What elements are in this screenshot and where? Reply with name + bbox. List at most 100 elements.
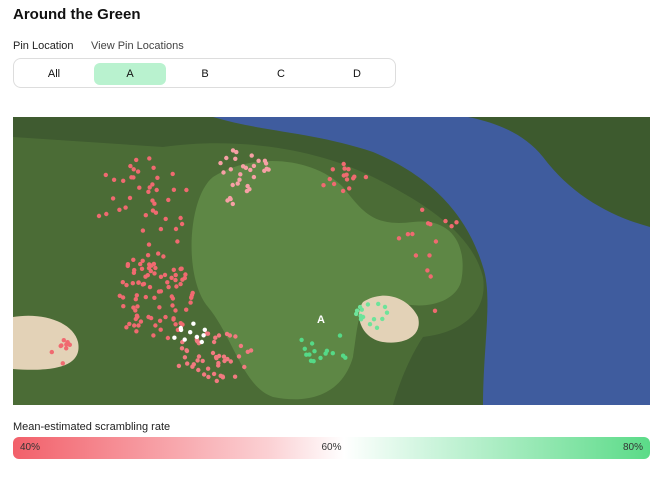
shot-dot xyxy=(337,333,343,338)
shot-dot xyxy=(130,281,135,286)
shot-dot xyxy=(133,316,138,322)
shot-dot xyxy=(178,266,183,272)
shot-dot xyxy=(396,236,402,241)
shot-dot xyxy=(174,284,179,289)
shot-dot xyxy=(103,172,109,178)
shot-dot xyxy=(454,220,459,225)
shot-dot xyxy=(233,334,238,339)
shot-dot xyxy=(221,354,227,359)
shot-dot xyxy=(236,354,242,359)
shot-dot xyxy=(249,153,254,158)
shot-dot xyxy=(340,188,346,194)
shot-dot xyxy=(238,172,243,177)
shot-dot xyxy=(342,166,347,171)
shot-dot xyxy=(230,201,235,207)
shot-dot xyxy=(131,167,136,172)
shot-dot xyxy=(213,354,219,360)
shot-dot xyxy=(233,156,238,161)
shot-dot xyxy=(184,307,189,312)
shot-dot xyxy=(147,156,152,161)
shot-dot xyxy=(245,349,250,354)
shot-dot xyxy=(134,329,139,334)
shot-dot xyxy=(234,149,239,155)
shot-dot xyxy=(230,148,236,153)
shot-dot xyxy=(137,185,142,190)
shot-dot xyxy=(173,272,178,278)
shot-dot xyxy=(308,358,314,363)
pin-marker: A xyxy=(317,314,325,326)
shot-dot xyxy=(64,346,69,351)
shot-dot xyxy=(165,335,171,341)
pin-link[interactable]: View Pin Locations xyxy=(91,40,184,52)
shot-dot xyxy=(135,169,141,174)
shot-dot xyxy=(179,346,185,351)
shot-dot xyxy=(143,294,148,300)
legend-tick: 60% xyxy=(321,442,342,453)
shot-dot xyxy=(365,302,371,307)
shot-dot xyxy=(194,334,200,340)
shot-dot xyxy=(213,335,218,340)
shot-dot xyxy=(169,275,174,280)
shot-dot xyxy=(376,301,381,307)
shot-dot xyxy=(132,323,137,328)
shot-dot xyxy=(173,308,178,313)
shot-dot xyxy=(331,181,337,187)
shot-dot xyxy=(171,187,177,192)
shot-dot xyxy=(136,280,141,285)
shot-dot xyxy=(151,333,156,338)
shot-dot xyxy=(359,307,364,312)
shot-dot xyxy=(211,371,217,377)
shot-dot xyxy=(346,167,351,172)
shot-dot xyxy=(318,355,323,361)
shot-dot xyxy=(125,263,130,269)
pin-tab[interactable]: D xyxy=(353,68,361,80)
shot-dot xyxy=(135,304,140,309)
shot-dot xyxy=(148,315,154,321)
shot-dot xyxy=(224,331,230,337)
shot-dot xyxy=(96,213,102,219)
shot-dot xyxy=(343,355,348,360)
shot-dot xyxy=(185,361,190,366)
pin-tab[interactable]: C xyxy=(277,68,285,80)
shot-dot xyxy=(143,274,148,279)
shot-dot xyxy=(363,174,369,180)
shot-dot xyxy=(147,185,152,190)
shot-dot xyxy=(163,314,168,320)
pin-tabs: All A B C D xyxy=(13,58,396,88)
shot-dot xyxy=(330,351,335,356)
shot-dot xyxy=(161,254,166,259)
shot-dot xyxy=(180,322,185,327)
shot-dot xyxy=(131,257,136,262)
shot-dot xyxy=(147,284,153,290)
pin-tab[interactable]: All xyxy=(47,68,61,80)
shot-dot xyxy=(175,239,180,244)
shot-dot xyxy=(178,215,183,221)
shot-dot xyxy=(360,314,366,320)
shot-dot xyxy=(158,327,163,332)
shot-dot xyxy=(156,289,162,294)
shot-dot xyxy=(127,321,132,327)
shot-dot xyxy=(191,321,196,326)
shot-dot xyxy=(420,207,425,212)
shot-dot xyxy=(117,207,122,212)
shot-dot xyxy=(299,337,304,343)
pin-tab[interactable]: B xyxy=(201,68,209,80)
shot-dot xyxy=(210,350,216,356)
shot-dot xyxy=(188,300,193,305)
shot-dot xyxy=(163,216,168,222)
shot-dot xyxy=(341,173,346,178)
shot-dot xyxy=(341,161,346,167)
shot-dot xyxy=(214,378,219,384)
pin-tab[interactable]: A xyxy=(94,63,166,85)
shot-dot xyxy=(190,290,195,296)
shot-dot xyxy=(152,295,157,300)
shot-dot xyxy=(413,253,419,258)
shot-dot xyxy=(309,341,315,346)
shot-dot xyxy=(443,218,448,224)
shot-dot xyxy=(120,295,126,300)
shot-dot xyxy=(248,167,253,173)
shot-dot xyxy=(157,305,162,310)
shot-dot xyxy=(131,175,136,180)
shot-dot xyxy=(354,311,359,317)
